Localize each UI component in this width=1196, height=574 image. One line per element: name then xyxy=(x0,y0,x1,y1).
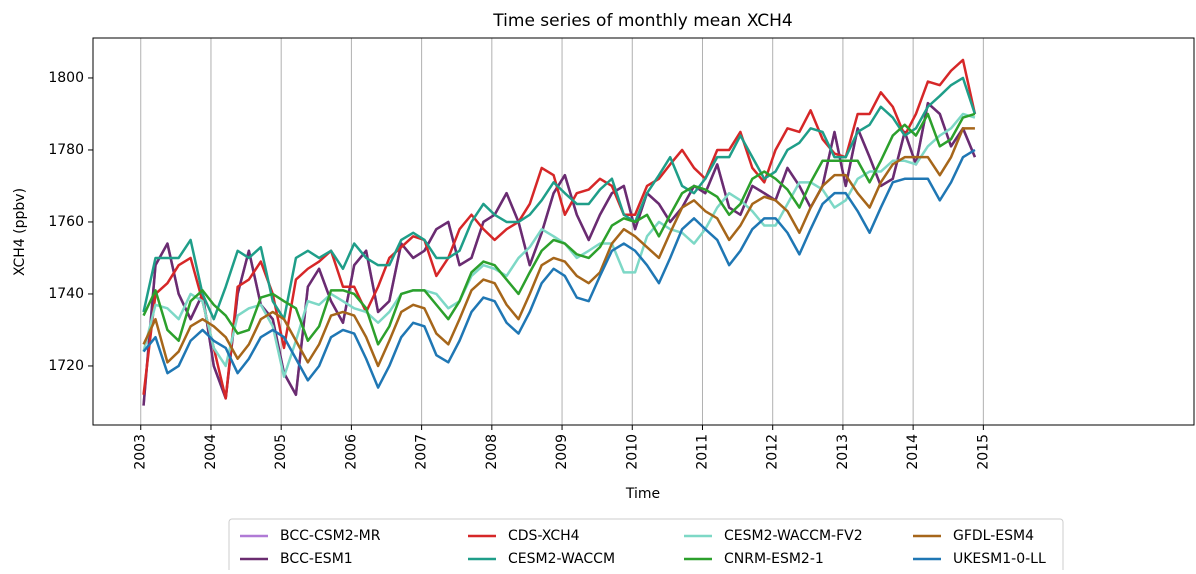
series-line xyxy=(142,127,975,368)
legend: BCC-CSM2-MR BCC-ESM1 CDS-XCH4 CESM2-WACCM CE… xyxy=(240,528,1046,567)
x-tick-label: 2009 xyxy=(554,434,570,470)
x-tick-label: 2013 xyxy=(835,434,851,470)
x-axis-label: Time xyxy=(625,486,660,502)
legend-label: CDS-XCH4 xyxy=(508,528,580,544)
y-tick-label: 1800 xyxy=(48,70,84,86)
y-tick-label: 1720 xyxy=(48,358,84,374)
legend-label: BCC-ESM1 xyxy=(280,551,353,567)
x-tick-label: 2015 xyxy=(975,434,991,470)
x-tick-label: 2010 xyxy=(624,434,640,470)
x-tick-label: 2006 xyxy=(343,434,359,470)
lines xyxy=(142,58,977,406)
y-axis-label: XCH4 (ppbv) xyxy=(12,188,28,276)
x-tick-label: 2005 xyxy=(273,434,289,470)
x-tick-label: 2014 xyxy=(905,434,921,470)
series-line xyxy=(142,58,977,400)
x-tick-label: 2004 xyxy=(203,434,219,470)
series-line xyxy=(142,112,976,346)
y-tick-label: 1760 xyxy=(48,214,84,230)
legend-label: CESM2-WACCM xyxy=(508,551,615,567)
series-line xyxy=(142,148,976,389)
legend-label: UKESM1-0-LL xyxy=(953,551,1046,567)
legend-label: CNRM-ESM2-1 xyxy=(724,551,824,567)
series-line xyxy=(142,76,977,321)
x-tick-label: 2007 xyxy=(414,434,430,470)
legend-label: CESM2-WACCM-FV2 xyxy=(724,528,863,544)
y-tick-label: 1780 xyxy=(48,142,84,158)
series-line xyxy=(142,112,976,379)
x-tick-label: 2003 xyxy=(133,434,149,470)
grid xyxy=(140,38,984,425)
x-tick-label: 2012 xyxy=(765,434,781,470)
legend-label: GFDL-ESM4 xyxy=(953,528,1034,544)
chart-title: Time series of monthly mean XCH4 xyxy=(492,11,792,31)
axes: 2003 2004 2005 2006 2007 2008 2009 2010 2011 2012… xyxy=(48,70,991,470)
legend-label: BCC-CSM2-MR xyxy=(280,528,381,544)
x-tick-label: 2011 xyxy=(694,434,710,470)
plot-frame xyxy=(92,37,1195,426)
x-tick-label: 2008 xyxy=(484,434,500,470)
y-tick-label: 1740 xyxy=(48,286,84,302)
legend-box xyxy=(228,518,1064,574)
